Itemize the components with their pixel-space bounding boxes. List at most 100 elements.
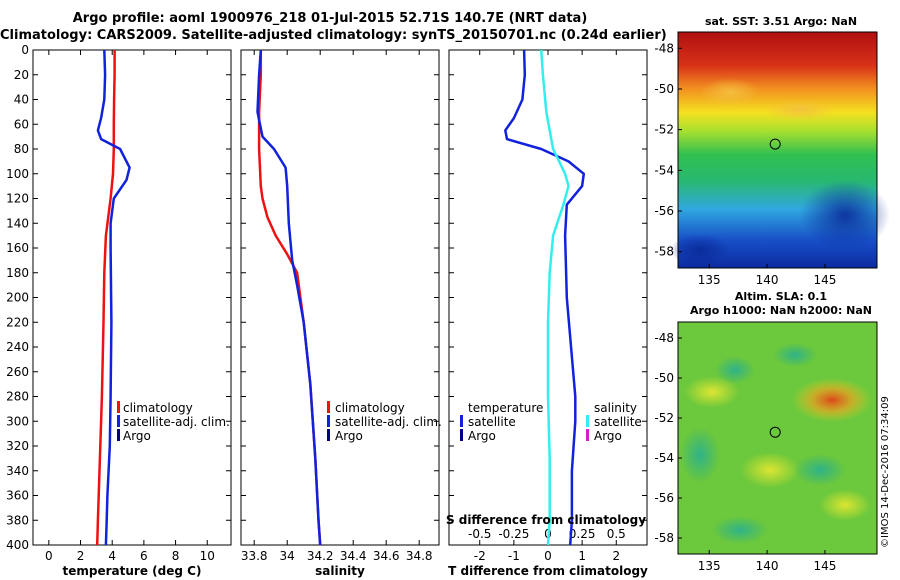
salinity-chart: 33.8 34 34.2 34.4 34.6 34.8 (241, 49, 439, 563)
s-tick-label: -0.5 (468, 527, 491, 541)
y-tick-label: 220 (6, 315, 29, 329)
lat-tick-label: -54 (654, 163, 674, 177)
legend-swatch-satellite (327, 415, 330, 427)
y-tick-label: 180 (6, 266, 29, 280)
sla-orange-patch (792, 378, 872, 422)
profile-location-marker (769, 138, 781, 150)
legend-swatch-climatology (327, 401, 330, 413)
y-tick-label: 120 (6, 192, 29, 206)
legend-label-argo: Argo (335, 429, 363, 443)
legend-swatch-satellite (117, 415, 120, 427)
legend-swatch-s-satellite (586, 415, 589, 427)
lat-tick-label: -54 (654, 451, 674, 465)
difference-axis-label: T difference from climatology (448, 564, 648, 578)
legend-swatch-t-argo (460, 429, 463, 441)
y-tick-label: 40 (14, 93, 29, 107)
x-tick-label: 6 (140, 549, 148, 563)
lon-tick-label: 145 (813, 273, 836, 287)
temperature-chart: 0 2 4 6 8 10020406080100120140160180200220240… (6, 43, 231, 563)
y-tick-label: 20 (14, 68, 29, 82)
legend-label-satellite: satellite-adj. clim. (123, 415, 230, 429)
credit-text: ©IMOS 14-Dec-2016 07:34:09 (880, 396, 891, 548)
legend-swatch-argo (117, 429, 120, 441)
plot-title-line2: Climatology: CARS2009. Satellite-adjuste… (0, 28, 667, 43)
x-tick-label: 34.8 (406, 549, 433, 563)
sla-map-frame (677, 321, 878, 555)
series-line-t-satellite (504, 49, 586, 546)
y-tick-label: 360 (6, 489, 29, 503)
y-tick-label: 80 (14, 142, 29, 156)
x-tick-label: 34.6 (373, 549, 400, 563)
difference-legend: temperature satellite Argo salinity sate… (460, 401, 642, 443)
sst-warm-patch (765, 100, 835, 120)
sla-yellow-patch (740, 452, 800, 488)
series-line-satellite-adj-clim- (96, 49, 131, 546)
series-line-satellite-adj-clim- (256, 49, 322, 546)
legend-swatch-t-satellite (460, 415, 463, 427)
lat-tick-label: -50 (654, 371, 674, 385)
salinity-panel-frame (240, 49, 440, 546)
y-tick-label: 0 (21, 43, 29, 57)
x-tick-label: 2 (77, 549, 85, 563)
temperature-axis-label: temperature (deg C) (63, 564, 202, 578)
sst-map-title: sat. SST: 3.51 Argo: NaN (704, 15, 858, 28)
s-tick-label: 0.5 (607, 527, 626, 541)
legend-label-climatology: climatology (335, 401, 405, 415)
y-tick-label: 160 (6, 241, 29, 255)
lat-tick-label: -52 (654, 411, 674, 425)
sst-cold-patch (800, 180, 890, 250)
y-tick-label: 280 (6, 390, 29, 404)
lon-tick-label: 140 (756, 273, 779, 287)
legend-swatch-argo (327, 429, 330, 441)
s-tick-label: -0.25 (498, 527, 529, 541)
s-tick-label: 0.25 (569, 527, 596, 541)
x-tick-label: -1 (508, 549, 520, 563)
sst-map: -48 -50 -52 -54 -56 -58 135 140 145 (654, 31, 890, 287)
y-tick-label: 400 (6, 538, 29, 552)
sst-warm-patch (700, 78, 760, 106)
legend-label-satellite: satellite-adj. clim. (335, 415, 442, 429)
temperature-legend: climatology satellite-adj. clim. Argo (117, 401, 230, 443)
legend-label-s-satellite: satellite (594, 415, 642, 429)
sst-map-frame (677, 31, 878, 269)
lat-tick-label: -58 (654, 245, 674, 259)
y-tick-label: 60 (14, 117, 29, 131)
sla-yellow-patch (819, 489, 871, 521)
sla-yellow-patch (684, 376, 740, 408)
legend-label-t-satellite: satellite (468, 415, 516, 429)
sla-map-title-line2: Argo h1000: NaN h2000: NaN (689, 304, 873, 317)
lon-tick-label: 140 (756, 559, 779, 573)
lat-tick-label: -56 (654, 491, 674, 505)
x-tick-label: -2 (474, 549, 486, 563)
y-tick-label: 340 (6, 464, 29, 478)
lat-tick-label: -56 (654, 204, 674, 218)
x-tick-label: 10 (200, 549, 215, 563)
y-tick-label: 320 (6, 439, 29, 453)
sla-teal-patch (680, 427, 720, 483)
sla-teal-patch (715, 356, 755, 384)
y-tick-label: 240 (6, 340, 29, 354)
lon-tick-label: 135 (698, 273, 721, 287)
legend-swatch-s-argo (586, 429, 589, 441)
legend-label-climatology: climatology (123, 401, 193, 415)
series-line-s-satellite (539, 49, 570, 546)
lat-tick-label: -48 (654, 41, 674, 55)
x-tick-label: 8 (172, 549, 180, 563)
x-tick-label: 0 (45, 549, 53, 563)
x-tick-label: 34.2 (307, 549, 334, 563)
s-difference-axis-label: S difference from climatology (446, 513, 646, 527)
y-tick-label: 260 (6, 365, 29, 379)
lat-tick-label: -58 (654, 531, 674, 545)
lat-tick-label: -52 (654, 123, 674, 137)
lon-tick-label: 135 (698, 559, 721, 573)
x-tick-label: 33.8 (241, 549, 268, 563)
lat-tick-label: -48 (654, 331, 674, 345)
x-tick-label: 0 (544, 549, 552, 563)
y-tick-label: 380 (6, 513, 29, 527)
sla-teal-patch (773, 343, 817, 367)
x-tick-label: 1 (578, 549, 586, 563)
lon-tick-label: 145 (813, 559, 836, 573)
series-line-climatology (95, 50, 116, 546)
legend-title-temperature: temperature (468, 401, 543, 415)
sst-cold-patch (670, 234, 730, 266)
